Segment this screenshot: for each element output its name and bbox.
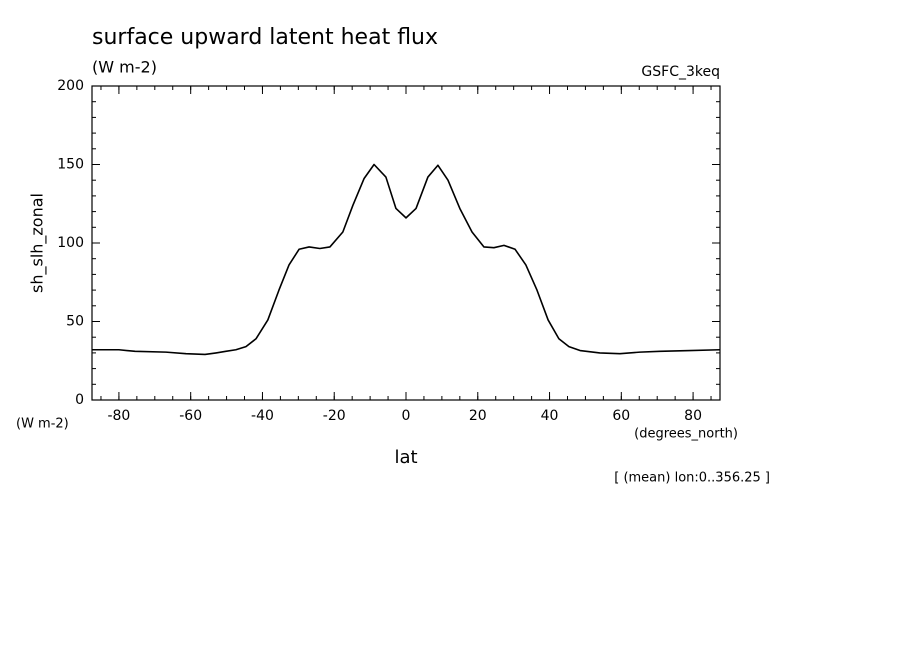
y-axis-label: sh_slh_zonal [28, 193, 48, 293]
y-tick-label: 50 [66, 314, 84, 330]
chart-title: surface upward latent heat flux [92, 25, 438, 50]
y-tick-label: 100 [57, 235, 84, 251]
annotation: [ (mean) lon:0..356.25 ] [614, 471, 770, 486]
x-tick-label: 0 [402, 408, 411, 424]
chart-subtitle: (W m-2) [92, 58, 157, 77]
y-units: (W m-2) [16, 417, 69, 432]
data-line [92, 163, 721, 356]
y-tick-label: 150 [57, 157, 84, 173]
y-tick-label: 200 [57, 78, 84, 94]
x-tick-label: -80 [107, 408, 130, 424]
x-tick-label: -40 [251, 408, 274, 424]
y-tick-label: 0 [75, 392, 84, 408]
x-tick-label: 60 [612, 408, 630, 424]
x-tick-label: -20 [323, 408, 346, 424]
x-tick-label: 40 [541, 408, 559, 424]
x-units: (degrees_north) [634, 427, 738, 442]
dataset-label: GSFC_3keq [641, 64, 720, 80]
x-tick-label: -60 [179, 408, 202, 424]
x-axis-label: lat [394, 447, 417, 468]
x-tick-label: 20 [469, 408, 487, 424]
x-tick-label: 80 [684, 408, 702, 424]
